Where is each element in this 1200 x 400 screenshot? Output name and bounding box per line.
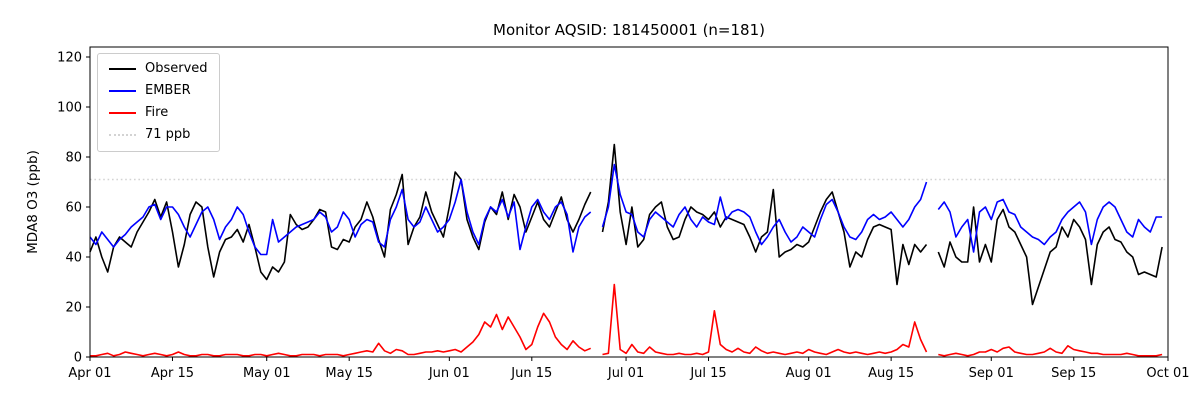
legend-label-fire: Fire (145, 104, 169, 120)
legend-label-threshold: 71 ppb (145, 126, 191, 142)
x-tick-label: Apr 01 (68, 366, 111, 381)
fire-line (938, 344, 1163, 357)
y-tick-label: 80 (65, 151, 82, 166)
x-tick-label: Jun 15 (510, 366, 552, 381)
observed-line-swatch-icon (109, 68, 136, 71)
legend-item-observed: Observed (109, 61, 208, 77)
x-tick-label: Oct 01 (1146, 366, 1189, 381)
x-tick-label: Jul 15 (689, 366, 726, 381)
x-tick-label: Aug 15 (868, 366, 914, 381)
x-tick-label: Aug 01 (786, 366, 832, 381)
x-tick-label: May 01 (243, 366, 291, 381)
ember-line (937, 198, 1163, 253)
fire-line (602, 283, 928, 356)
ember-line-swatch-icon (109, 90, 136, 93)
legend-item-fire: Fire (109, 104, 208, 121)
legend-item-ember: EMBER (109, 82, 208, 99)
fire-line-swatch-icon (109, 112, 136, 115)
x-tick-label: Sep 15 (1051, 366, 1096, 381)
chart-title: Monitor AQSID: 181450001 (n=181) (493, 21, 765, 39)
y-tick-label: 40 (65, 251, 82, 266)
legend: Observed EMBER Fire 71 ppb (97, 53, 220, 152)
y-tick-label: 0 (74, 351, 82, 366)
legend-item-threshold: 71 ppb (109, 126, 208, 143)
legend-label-ember: EMBER (145, 82, 191, 98)
x-tick-label: May 15 (325, 366, 373, 381)
y-axis-label: MDA8 O3 (ppb) (25, 150, 41, 254)
ember-line (601, 163, 928, 246)
legend-label-observed: Observed (145, 61, 208, 76)
ember-line (89, 178, 592, 256)
x-tick-label: Jul 01 (607, 366, 644, 381)
y-tick-label: 20 (65, 301, 82, 316)
y-tick-label: 100 (57, 101, 82, 116)
fire-line (90, 312, 592, 357)
observed-line (937, 206, 1163, 306)
observed-line (89, 171, 592, 281)
y-tick-label: 60 (65, 201, 82, 216)
y-tick-label: 120 (57, 51, 82, 66)
x-tick-label: Sep 01 (969, 366, 1014, 381)
x-tick-label: Jun 01 (428, 366, 470, 381)
axes-frame (89, 46, 1169, 358)
threshold-line-swatch-icon (109, 134, 136, 137)
x-tick-label: Apr 15 (151, 366, 194, 381)
observed-line (601, 143, 928, 286)
